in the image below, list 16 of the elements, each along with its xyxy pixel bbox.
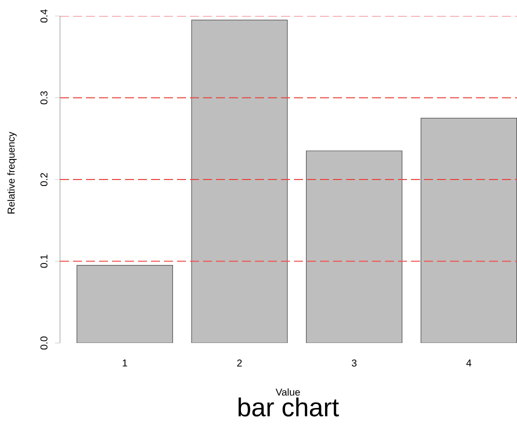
y-tick-label: 0.1 xyxy=(40,254,48,268)
bar xyxy=(420,118,517,343)
x-tick-label: 2 xyxy=(237,360,242,366)
text: bar chart xyxy=(238,397,339,417)
bar xyxy=(306,150,402,343)
bar xyxy=(192,20,288,343)
y-tick-label: 0.0 xyxy=(40,336,48,350)
y-tick-label: 0.3 xyxy=(40,91,48,104)
x-tick-label: 3 xyxy=(352,360,356,367)
x-tick-label: 1 xyxy=(122,360,128,366)
y-tick-label: 0.4 xyxy=(40,9,48,23)
bar xyxy=(76,265,173,343)
y-axis-title: Relative frequency xyxy=(7,132,17,214)
x-tick-label: 4 xyxy=(466,360,472,366)
x-axis-title: Value xyxy=(276,388,300,396)
y-tick-label: 0.2 xyxy=(40,173,48,186)
